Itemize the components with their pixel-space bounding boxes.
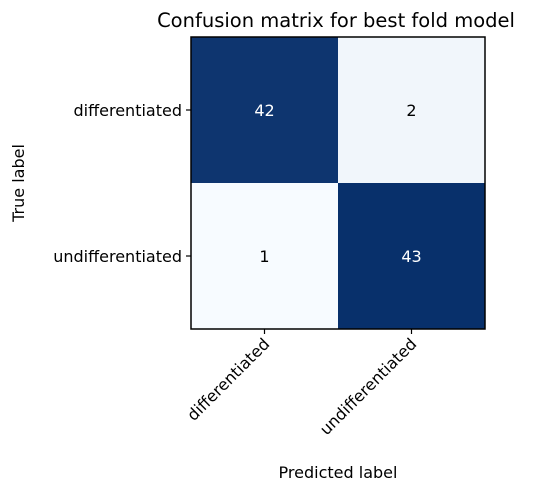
cell-value-label: 42 (254, 101, 274, 120)
x-tick-label: differentiated (183, 334, 273, 424)
x-axis-label: Predicted label (279, 463, 398, 482)
heatmap-cell-r1-c1 (338, 183, 485, 329)
chart-title: Confusion matrix for best fold model (157, 9, 515, 32)
heatmap-cells: 42 2 1 43 (191, 37, 485, 329)
cell-value-label: 2 (406, 101, 416, 120)
cell-value-label: 43 (401, 247, 421, 266)
y-tick-label: differentiated (74, 101, 182, 120)
heatmap-cell-r1-c0 (191, 183, 338, 329)
cell-value-label: 1 (259, 247, 269, 266)
y-tick-label: undifferentiated (53, 247, 182, 266)
y-axis-label: True label (9, 144, 28, 223)
heatmap-cell-r0-c0 (191, 37, 338, 183)
x-tick-label: undifferentiated (316, 334, 420, 438)
x-axis-ticks: differentiated undifferentiated (183, 329, 420, 439)
plot-frame (190, 36, 486, 330)
y-axis-ticks: differentiated undifferentiated (53, 101, 191, 266)
heatmap-cell-r0-c1 (338, 37, 485, 183)
